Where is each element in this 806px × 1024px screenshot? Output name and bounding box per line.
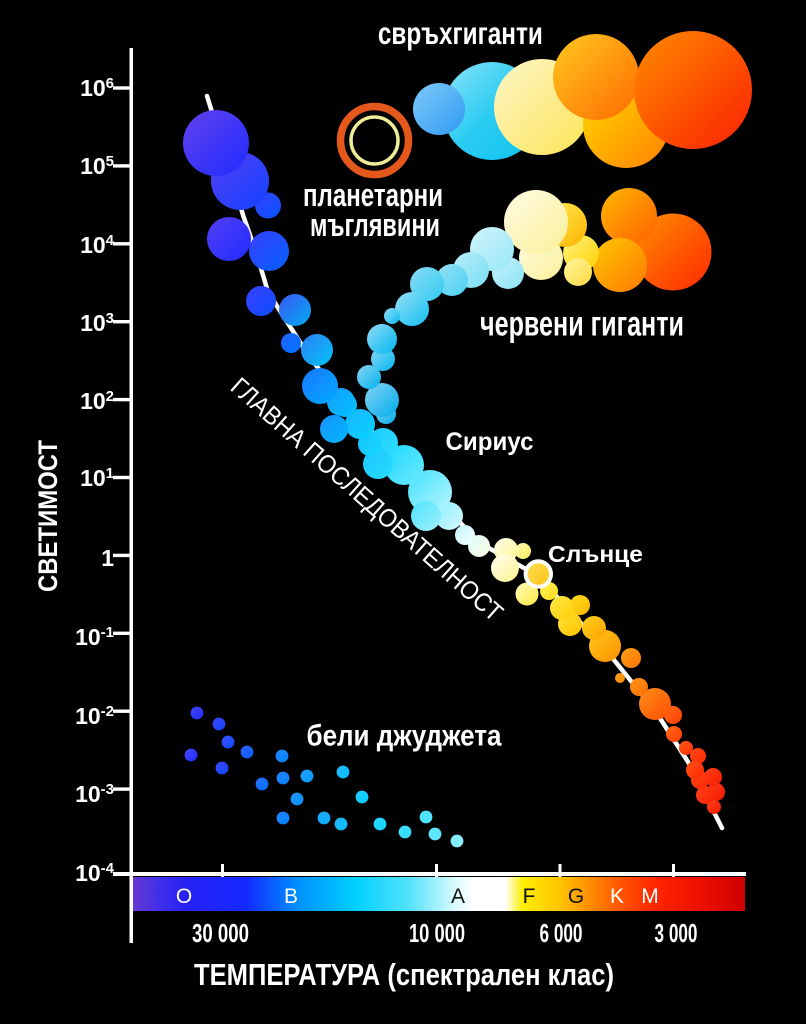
svg-text:B: B [284, 885, 298, 908]
svg-text:A: A [451, 885, 465, 908]
svg-text:10 000: 10 000 [409, 918, 465, 948]
svg-text:Сириус: Сириус [446, 429, 534, 456]
svg-text:Слънце: Слънце [548, 541, 643, 567]
svg-text:бели джуджета: бели джуджета [307, 720, 502, 753]
svg-text:K: K [610, 885, 624, 908]
svg-text:ТЕМПЕРАТУРА (спектрален клас): ТЕМПЕРАТУРА (спектрален клас) [194, 957, 614, 992]
svg-text:30 000: 30 000 [192, 918, 249, 948]
svg-text:O: O [176, 885, 192, 908]
svg-text:1: 1 [101, 545, 114, 571]
svg-text:G: G [568, 885, 584, 908]
svg-text:свръхгиганти: свръхгиганти [378, 15, 543, 51]
svg-text:планетарни: планетарни [303, 177, 443, 213]
svg-text:6 000: 6 000 [540, 918, 583, 948]
svg-text:F: F [523, 885, 536, 908]
svg-text:M: M [641, 885, 659, 908]
svg-text:СВЕТИМОСТ: СВЕТИМОСТ [33, 440, 63, 592]
svg-text:червени гиганти: червени гиганти [480, 305, 684, 344]
svg-text:мъглявини: мъглявини [310, 207, 440, 243]
svg-text:3 000: 3 000 [655, 918, 698, 948]
